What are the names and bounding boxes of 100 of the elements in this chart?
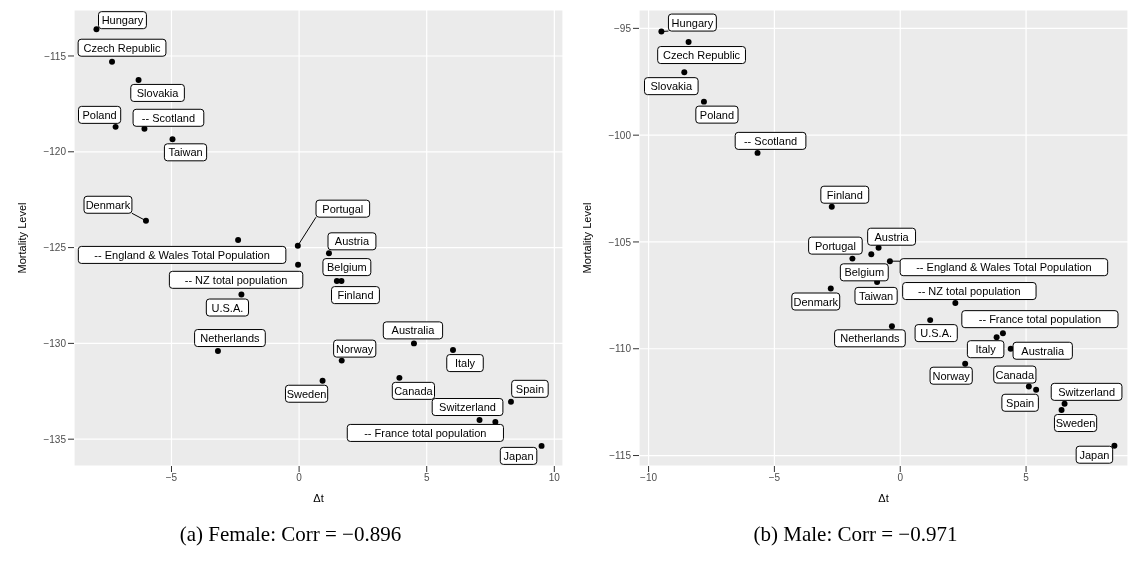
point xyxy=(93,26,100,33)
annotation: U.S.A. xyxy=(920,327,953,340)
annotation: Denmark xyxy=(793,295,839,308)
annotation: Canada xyxy=(995,368,1035,381)
annotation: Czech Republic xyxy=(663,49,741,62)
y-tick-label: −135 xyxy=(43,433,67,445)
point xyxy=(993,334,1000,341)
point xyxy=(868,251,875,258)
annotation: -- NZ total population xyxy=(917,285,1021,298)
annotation: Norway xyxy=(336,342,374,355)
annotation: Finland xyxy=(337,289,374,302)
point xyxy=(828,203,835,210)
annotation: Portugal xyxy=(814,239,856,252)
x-tick-label: 5 xyxy=(1023,472,1030,484)
x-axis-title: Δt xyxy=(313,492,324,504)
x-tick-label: 5 xyxy=(423,472,430,484)
annotation: -- France total population xyxy=(978,313,1102,326)
y-tick-label: −100 xyxy=(608,129,632,141)
point xyxy=(1025,383,1032,390)
y-tick-label: −115 xyxy=(44,50,67,62)
annotation: -- NZ total population xyxy=(184,273,288,286)
annotation: Austria xyxy=(334,235,370,248)
point xyxy=(888,323,895,330)
point xyxy=(112,123,119,130)
x-tick-label: −10 xyxy=(640,472,658,484)
y-tick-label: −120 xyxy=(43,146,67,158)
y-tick-label: −105 xyxy=(608,236,632,248)
annotation: Sweden xyxy=(1055,417,1096,430)
point xyxy=(681,69,688,76)
x-tick-label: 0 xyxy=(897,472,904,484)
point xyxy=(849,255,856,262)
point xyxy=(952,300,959,307)
annotation: Portugal xyxy=(322,202,364,215)
annotation: Denmark xyxy=(85,198,131,211)
annotation: Australia xyxy=(1021,344,1065,357)
point xyxy=(1033,386,1040,393)
y-axis-title: Mortality Level xyxy=(15,202,28,274)
point xyxy=(333,278,340,285)
annotation: Taiwan xyxy=(168,146,203,159)
point xyxy=(325,250,332,257)
point xyxy=(1111,442,1118,449)
annotation: Spain xyxy=(1006,396,1035,409)
annotation: -- England & Wales Total Population xyxy=(916,261,1092,274)
text: (a) Female: Corr = −0.896 xyxy=(178,522,403,547)
point xyxy=(700,98,707,105)
annotation: -- England & Wales Total Population xyxy=(94,248,270,261)
point xyxy=(295,261,302,268)
point xyxy=(319,377,326,384)
annotation: Japan xyxy=(503,449,534,462)
annotation: -- Scotland xyxy=(141,111,196,124)
point xyxy=(135,76,142,83)
point xyxy=(886,258,893,265)
annotation: Poland xyxy=(82,108,117,121)
point xyxy=(214,348,221,355)
annotation: Japan xyxy=(1079,448,1110,461)
point xyxy=(109,58,116,65)
annotation: Taiwan xyxy=(858,289,894,302)
annotation: Finland xyxy=(826,188,863,201)
annotation: Italy xyxy=(454,357,476,370)
x-tick-label: 10 xyxy=(548,472,561,484)
point xyxy=(685,39,692,46)
annotation: Belgium xyxy=(844,266,885,279)
annotation: Hungary xyxy=(671,16,714,29)
point xyxy=(962,360,969,367)
point xyxy=(538,442,545,449)
annotation: Norway xyxy=(932,369,971,382)
annotation: U.S.A. xyxy=(211,301,244,314)
annotation: Switzerland xyxy=(439,401,496,414)
point xyxy=(238,291,245,298)
x-tick-label: 0 xyxy=(296,472,303,484)
annotation: Spain xyxy=(515,382,545,395)
point xyxy=(507,398,514,405)
point xyxy=(235,236,242,243)
point xyxy=(169,136,176,143)
point xyxy=(492,418,499,425)
annotation: Austria xyxy=(874,230,910,243)
point xyxy=(927,317,934,324)
y-tick-label: −125 xyxy=(43,242,67,254)
y-tick-label: −130 xyxy=(43,337,67,349)
annotation: Australia xyxy=(391,324,436,337)
annotation: Hungary xyxy=(101,14,144,27)
point xyxy=(754,149,761,156)
annotation: -- Scotland xyxy=(743,134,798,147)
text: (b) Male: Corr = −0.971 xyxy=(752,522,959,547)
x-tick-label: −5 xyxy=(768,472,781,484)
annotation: Netherlands xyxy=(200,332,261,345)
point xyxy=(450,347,456,354)
x-axis-title: Δt xyxy=(878,492,889,504)
annotation: Switzerland xyxy=(1058,385,1116,398)
annotation: Sweden xyxy=(286,387,327,400)
annotation: Belgium xyxy=(327,261,367,274)
y-tick-label: −95 xyxy=(614,22,632,34)
annotation: -- France total population xyxy=(364,426,487,439)
annotation: Italy xyxy=(975,343,997,356)
point xyxy=(338,278,345,285)
annotation: Czech Republic xyxy=(83,41,162,54)
point xyxy=(338,357,345,364)
annotation: Netherlands xyxy=(840,332,901,345)
point xyxy=(1058,407,1065,414)
point xyxy=(476,417,483,423)
